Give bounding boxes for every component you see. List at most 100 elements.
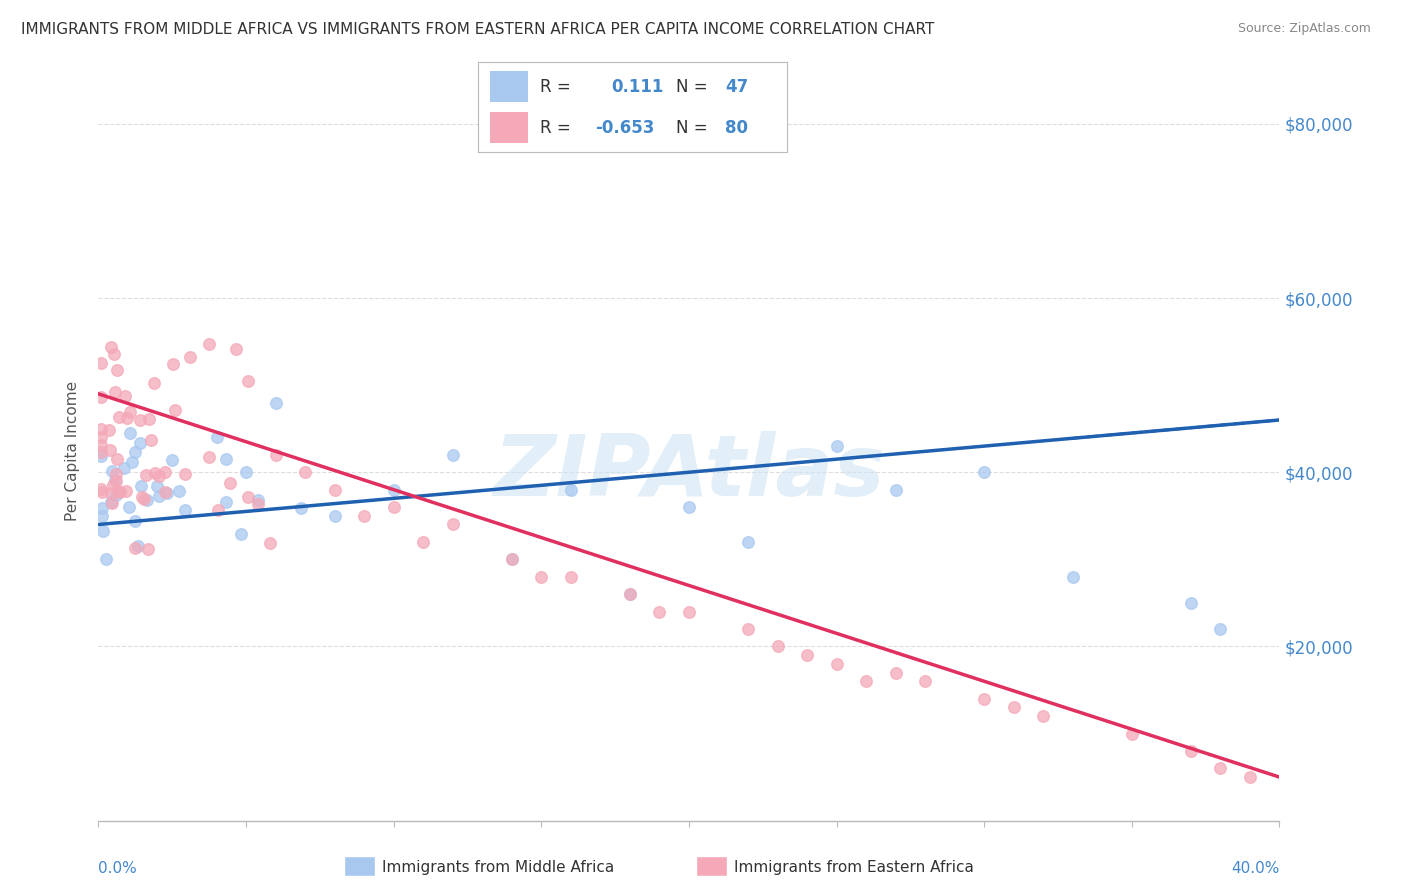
Point	[94, 552, 117, 566]
Point	[128, 435, 150, 450]
Point	[1239, 770, 1261, 784]
Point	[973, 691, 995, 706]
Point	[246, 492, 269, 507]
Point	[118, 500, 141, 515]
Point	[238, 491, 260, 505]
Point	[353, 508, 375, 523]
Y-axis label: Per Capita Income: Per Capita Income	[65, 380, 80, 521]
Text: IMMIGRANTS FROM MIDDLE AFRICA VS IMMIGRANTS FROM EASTERN AFRICA PER CAPITA INCOM: IMMIGRANTS FROM MIDDLE AFRICA VS IMMIGRA…	[21, 22, 935, 37]
Point	[412, 535, 434, 549]
Point	[1032, 709, 1054, 723]
Point	[648, 605, 671, 619]
Text: 47: 47	[725, 78, 749, 95]
Text: N =: N =	[676, 119, 707, 136]
Text: 0.111: 0.111	[612, 78, 664, 95]
Point	[323, 508, 346, 523]
Point	[560, 570, 582, 584]
Point	[235, 465, 257, 479]
Point	[117, 410, 139, 425]
Point	[294, 465, 316, 479]
Point	[108, 409, 131, 424]
Point	[215, 452, 238, 467]
Point	[619, 587, 641, 601]
Point	[153, 484, 176, 499]
Point	[560, 483, 582, 497]
Point	[136, 542, 159, 557]
Point	[173, 467, 195, 482]
Point	[1121, 726, 1143, 740]
Text: Source: ZipAtlas.com: Source: ZipAtlas.com	[1237, 22, 1371, 36]
Point	[264, 395, 287, 409]
Point	[737, 535, 759, 549]
Point	[105, 362, 128, 376]
Point	[90, 430, 112, 444]
Point	[678, 500, 700, 514]
Text: R =: R =	[540, 78, 571, 95]
Point	[100, 442, 122, 457]
Point	[198, 337, 221, 351]
Point	[198, 450, 221, 464]
Point	[114, 483, 136, 498]
Point	[114, 389, 136, 403]
Point	[127, 540, 149, 554]
Point	[91, 500, 114, 515]
Point	[156, 485, 179, 500]
Point	[101, 464, 124, 478]
Point	[855, 674, 877, 689]
Point	[105, 452, 128, 467]
Point	[229, 527, 252, 541]
Point	[1209, 761, 1232, 775]
Point	[132, 491, 155, 506]
Point	[100, 340, 122, 354]
Text: R =: R =	[540, 119, 571, 136]
Point	[205, 430, 228, 444]
Point	[105, 488, 128, 502]
Point	[1180, 744, 1202, 758]
Point	[91, 508, 114, 523]
Text: Immigrants from Middle Africa: Immigrants from Middle Africa	[382, 860, 614, 874]
Point	[619, 587, 641, 601]
Point	[1180, 596, 1202, 610]
Point	[825, 439, 848, 453]
Point	[107, 483, 129, 498]
Point	[138, 412, 160, 426]
Point	[143, 466, 166, 480]
Point	[90, 356, 112, 370]
Point	[165, 403, 187, 417]
Point	[90, 438, 112, 452]
Point	[884, 483, 907, 497]
Point	[796, 648, 818, 662]
Point	[90, 483, 112, 497]
Point	[104, 473, 127, 487]
Text: 0.0%: 0.0%	[98, 862, 138, 876]
Point	[441, 448, 464, 462]
Point	[259, 536, 281, 550]
Point	[153, 465, 176, 479]
Point	[121, 455, 143, 469]
Point	[91, 524, 114, 538]
Point	[118, 405, 141, 419]
Text: ZIPAtlas: ZIPAtlas	[494, 431, 884, 514]
Point	[90, 445, 112, 459]
Point	[135, 467, 157, 482]
Point	[90, 449, 112, 463]
Point	[131, 490, 153, 504]
Point	[90, 390, 112, 404]
Point	[737, 622, 759, 636]
Point	[100, 496, 122, 510]
Point	[207, 503, 229, 517]
Point	[124, 541, 146, 556]
Point	[174, 503, 197, 517]
Point	[120, 425, 142, 440]
Point	[124, 445, 146, 459]
Point	[382, 500, 405, 514]
Point	[914, 674, 936, 689]
Bar	[491, 71, 527, 102]
Point	[219, 475, 242, 490]
Point	[264, 448, 287, 462]
Point	[290, 501, 312, 516]
Point	[112, 460, 135, 475]
Point	[148, 469, 170, 483]
Point	[441, 517, 464, 532]
Point	[1062, 570, 1084, 584]
